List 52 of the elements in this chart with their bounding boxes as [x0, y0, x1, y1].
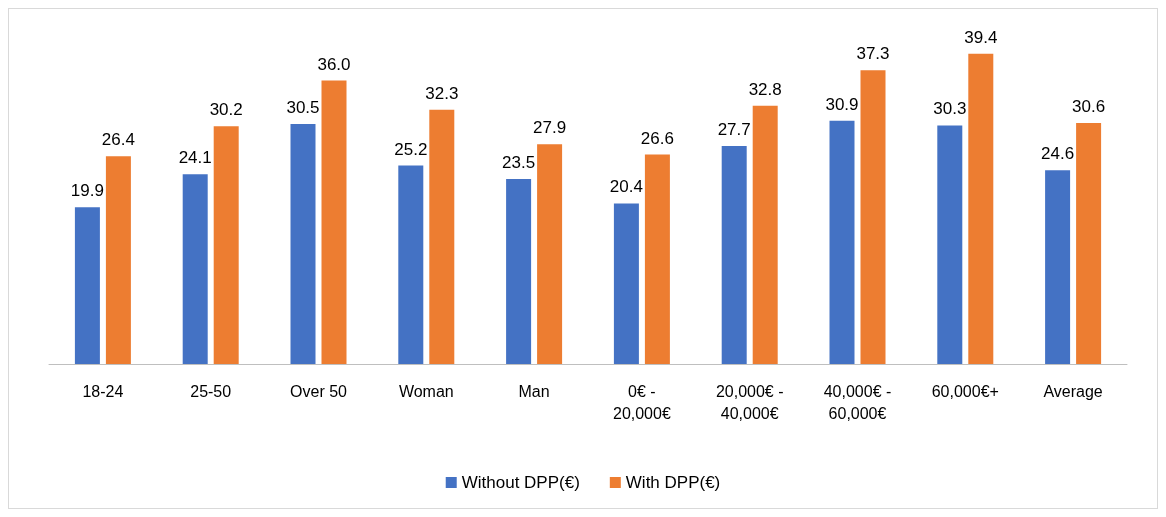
x-tick-label: 18-24 [82, 382, 124, 400]
bar [105, 156, 131, 364]
bar [182, 174, 208, 364]
x-tick-label: 25-50 [190, 382, 232, 400]
data-label: 26.6 [640, 128, 674, 148]
bar [937, 125, 963, 364]
data-label: 37.3 [856, 44, 890, 64]
bar [506, 178, 532, 364]
bar [644, 154, 670, 364]
bar [1076, 123, 1102, 364]
data-label: 30.9 [825, 94, 859, 114]
bar [321, 80, 347, 364]
x-tick-label: 40,000€ - 60,000€ [823, 382, 892, 422]
data-label: 20.4 [609, 177, 643, 197]
bar [429, 109, 455, 364]
bar [74, 207, 100, 364]
data-label: 23.5 [502, 152, 536, 172]
legend-label: With DPP(€) [625, 473, 721, 492]
x-tick-label: Man [518, 382, 550, 400]
data-label: 30.5 [286, 97, 320, 117]
data-label: 24.6 [1041, 144, 1075, 164]
bar [968, 53, 994, 364]
x-tick-label: 20,000€ - 40,000€ [715, 382, 784, 422]
bar [613, 203, 639, 364]
data-label: 26.4 [101, 130, 135, 150]
data-label: 25.2 [394, 139, 428, 159]
bar [537, 144, 563, 364]
data-label: 32.3 [425, 83, 459, 103]
data-label: 27.7 [717, 119, 751, 139]
legend-label: Without DPP(€) [461, 473, 580, 492]
x-tick-label: Average [1043, 382, 1103, 400]
x-tick-label: 60,000€+ [931, 382, 999, 400]
data-label: 19.9 [70, 181, 104, 201]
bar [290, 123, 316, 364]
data-label: 30.2 [209, 100, 243, 120]
data-label: 30.6 [1072, 97, 1106, 117]
bar [721, 145, 747, 364]
x-tick-label: Woman [398, 382, 454, 400]
x-tick-label: Over 50 [290, 382, 348, 400]
data-label: 39.4 [964, 27, 998, 47]
data-label: 24.1 [178, 148, 212, 168]
x-tick-label: 0€ - 20,000€ [612, 382, 671, 422]
bar [398, 165, 424, 364]
data-label: 32.8 [748, 79, 782, 99]
bar [752, 105, 778, 364]
data-label: 30.3 [933, 99, 967, 119]
bar [1045, 170, 1071, 364]
bar [860, 70, 886, 364]
data-label: 36.0 [317, 54, 351, 74]
data-label: 27.9 [533, 118, 567, 138]
bar [829, 120, 855, 364]
bar [213, 126, 239, 364]
